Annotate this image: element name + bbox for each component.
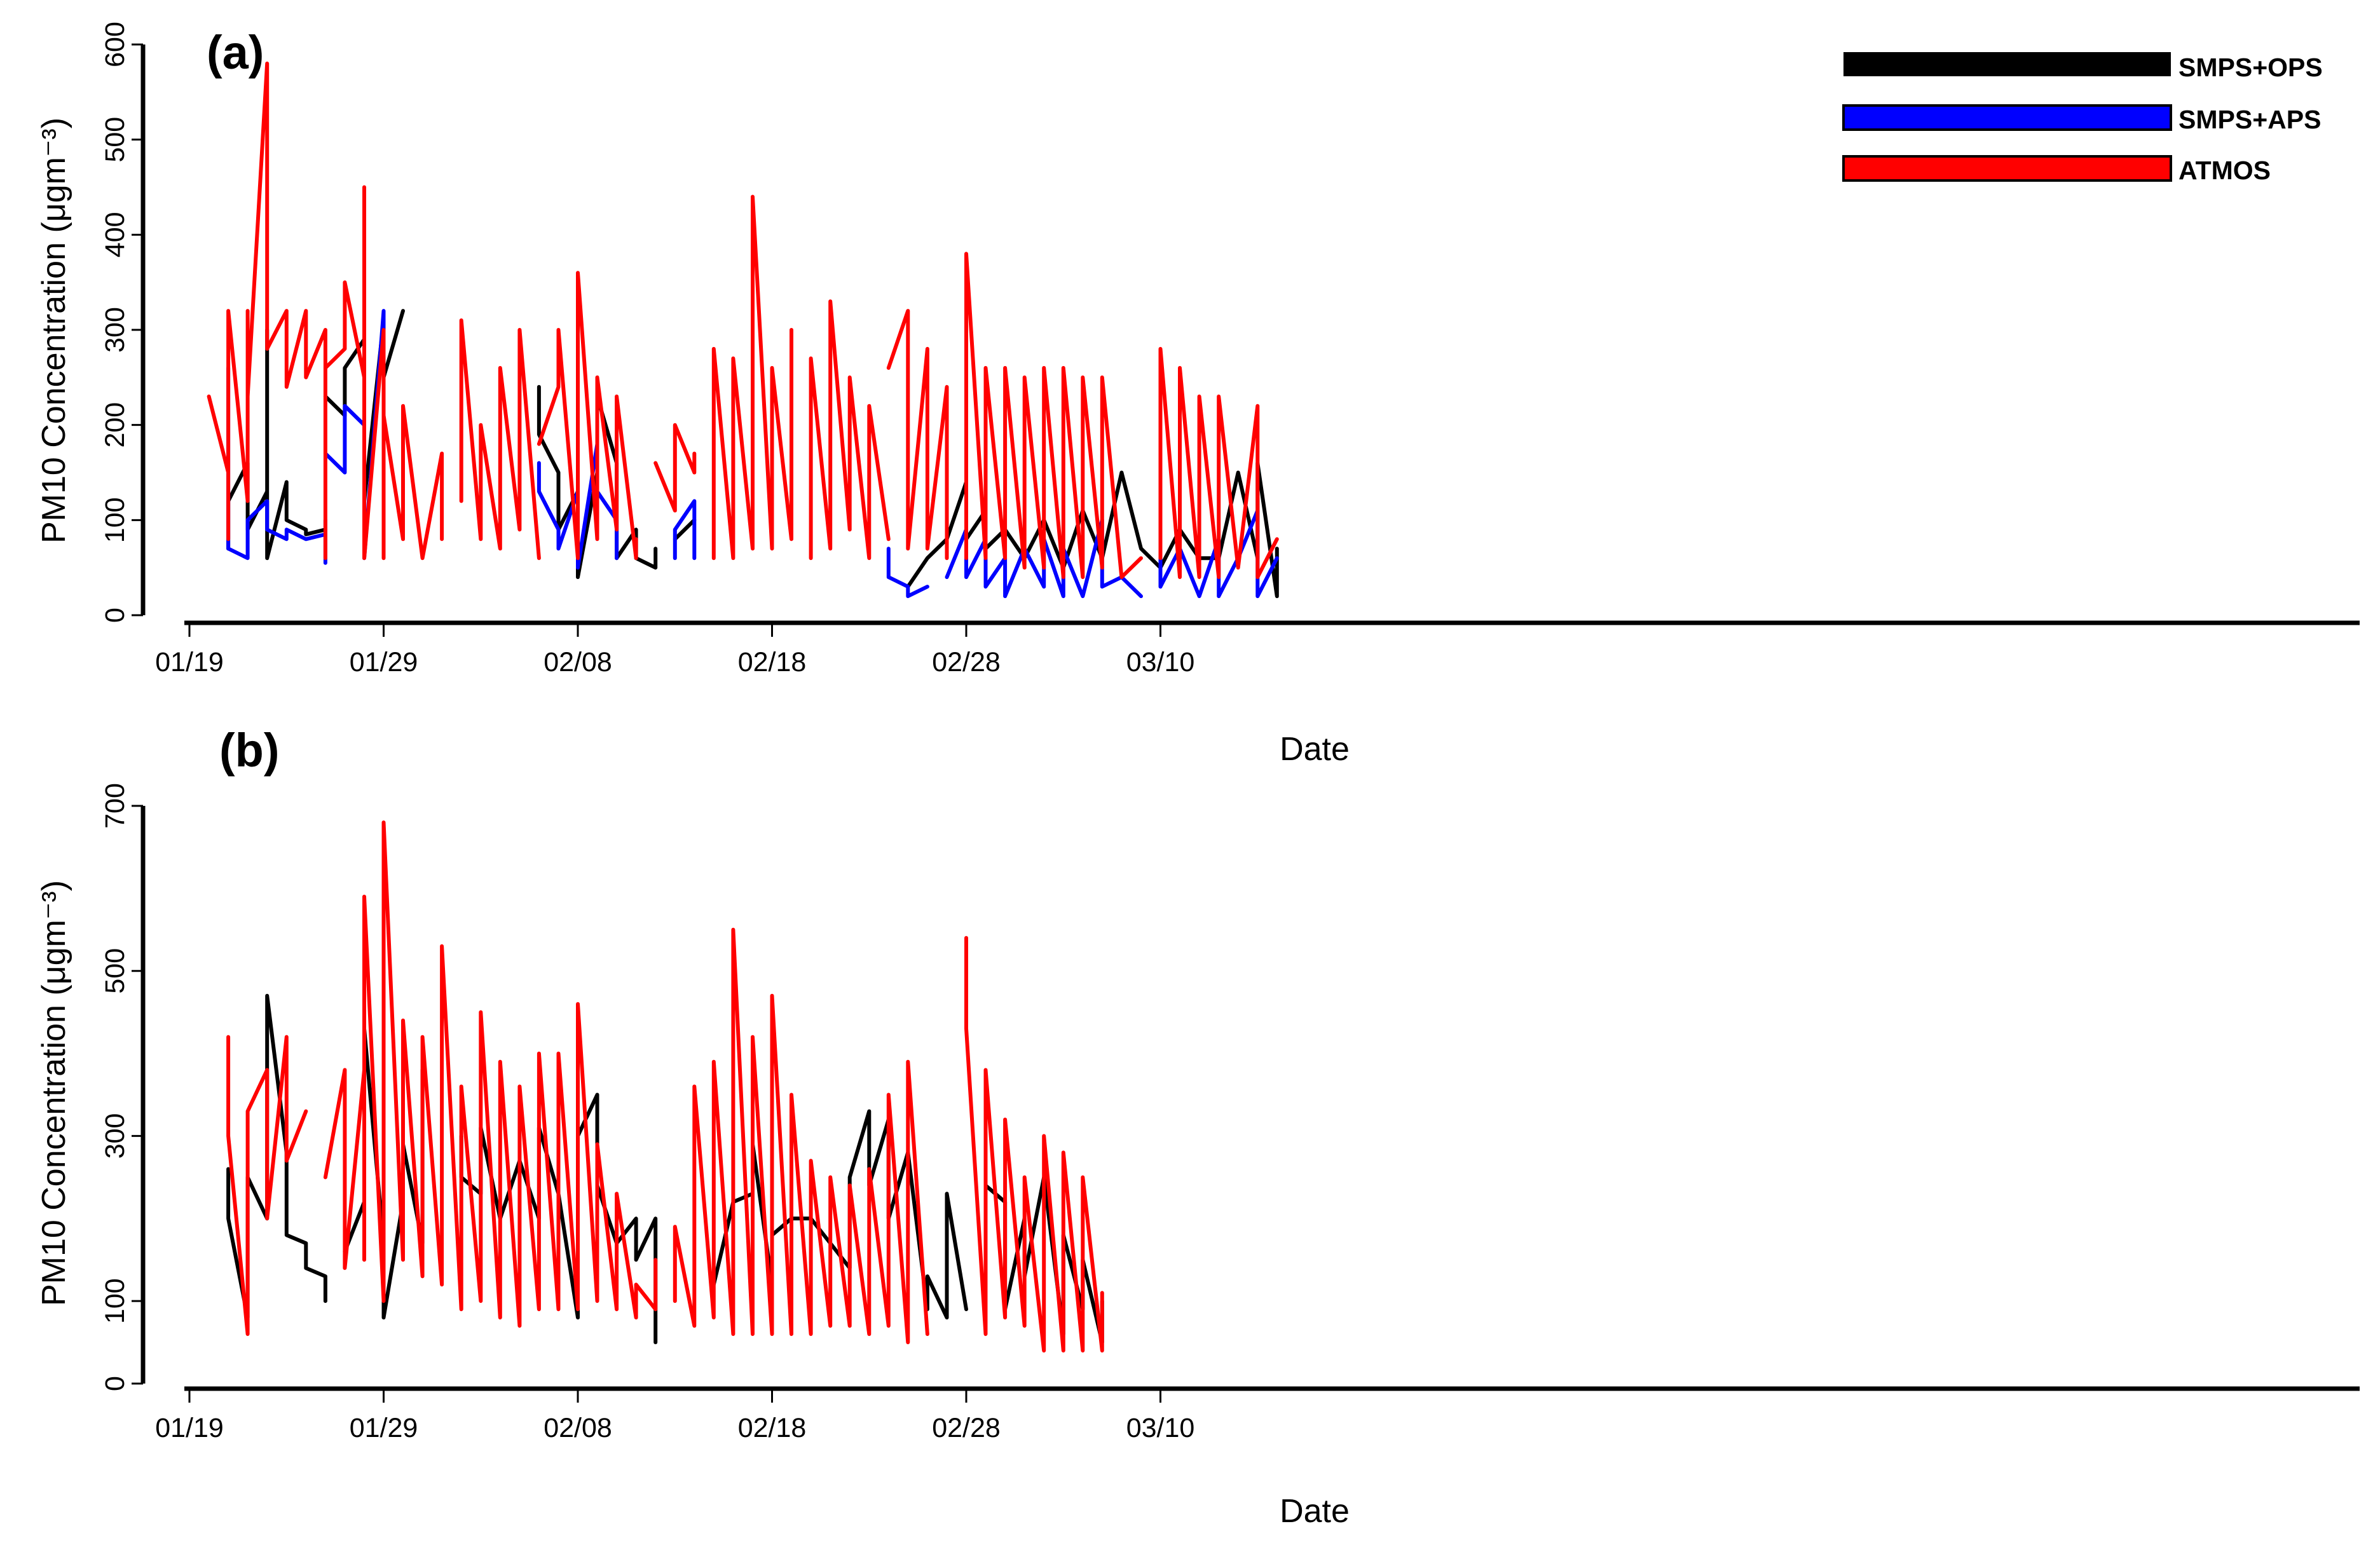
series-line-smps-aps <box>673 499 697 561</box>
x-tick-label: 03/10 <box>1126 1413 1195 1443</box>
y-tick-label: 400 <box>100 212 130 257</box>
series-line-series-ff0000 <box>323 820 658 1328</box>
series-line-atmos <box>459 318 541 561</box>
panel-label: (a) <box>207 26 264 79</box>
y-tick-label: 0 <box>100 608 130 623</box>
legend: SMPS+OPS SMPS+APS ATMOS <box>1842 52 2323 185</box>
y-tick-label: 600 <box>100 22 130 67</box>
y-tick-label: 100 <box>100 1278 130 1324</box>
y-axis-title: PM10 Concentration (μgm⁻³) <box>36 880 72 1306</box>
legend-label-smps-ops: SMPS+OPS <box>2178 53 2323 82</box>
series-line-atmos <box>207 61 327 561</box>
series-line-series-ff0000 <box>673 927 929 1345</box>
x-tick-label: 01/29 <box>350 1413 418 1443</box>
series-line-series-ff0000 <box>964 936 1104 1353</box>
x-tick-label: 01/19 <box>155 1413 224 1443</box>
series-line-atmos <box>323 185 444 561</box>
series-line-series-000000 <box>711 1109 968 1320</box>
legend-label-atmos: ATMOS <box>2178 156 2271 185</box>
chart-panel-b: (b) PM10 Concentration (μgm⁻³) Date 0 100… <box>36 724 2360 1530</box>
legend-swatch-smps-ops <box>1843 52 2171 76</box>
plot-area: 0 100 200 300 400 500 600 01/19 01/29 02/08 02/18 0… <box>100 22 2360 677</box>
series-line-atmos <box>537 271 638 561</box>
series-line-atmos <box>1158 346 1279 580</box>
series-line-atmos <box>809 299 891 561</box>
y-tick-label: 100 <box>100 497 130 543</box>
y-tick-label: 300 <box>100 1113 130 1159</box>
y-tick-label: 500 <box>100 117 130 163</box>
y-tick-label: 700 <box>100 783 130 829</box>
x-tick-label: 02/08 <box>544 647 612 677</box>
x-tick-label: 02/08 <box>544 1413 612 1443</box>
x-tick-label: 02/28 <box>932 1413 1001 1443</box>
y-tick-label: 0 <box>100 1376 130 1391</box>
y-axis-title: PM10 Concentration (μgm⁻³) <box>36 118 72 543</box>
y-tick-label: 500 <box>100 948 130 994</box>
x-axis-title: Date <box>1280 731 1350 768</box>
x-tick-label: 01/19 <box>155 647 224 677</box>
legend-swatch-smps-aps <box>1842 104 2172 131</box>
x-tick-label: 02/18 <box>738 647 807 677</box>
series-line-atmos <box>964 252 1143 580</box>
legend-swatch-atmos <box>1842 155 2172 182</box>
series-line-atmos <box>711 194 793 561</box>
x-tick-label: 02/18 <box>738 1413 807 1443</box>
chart-panel-a: (a) PM10 Concentration (μgm⁻³) Date 0 100… <box>36 22 2360 768</box>
x-axis-title: Date <box>1280 1493 1350 1530</box>
x-tick-label: 01/29 <box>350 647 418 677</box>
series-line-atmos <box>653 423 697 513</box>
series-line-smps-ops <box>673 518 697 541</box>
series-line-smps-aps <box>886 547 929 599</box>
x-tick-label: 03/10 <box>1126 647 1195 677</box>
y-tick-label: 300 <box>100 307 130 353</box>
series-line-atmos <box>886 309 949 561</box>
plot-area: 0 100 300 500 700 01/19 01/29 02/08 02/18 02/28 03… <box>100 783 2360 1443</box>
series-line-series-ff0000 <box>226 1035 308 1337</box>
legend-label-smps-aps: SMPS+APS <box>2178 105 2321 134</box>
panel-label: (b) <box>219 724 280 777</box>
y-tick-label: 200 <box>100 402 130 448</box>
x-tick-label: 02/28 <box>932 647 1001 677</box>
